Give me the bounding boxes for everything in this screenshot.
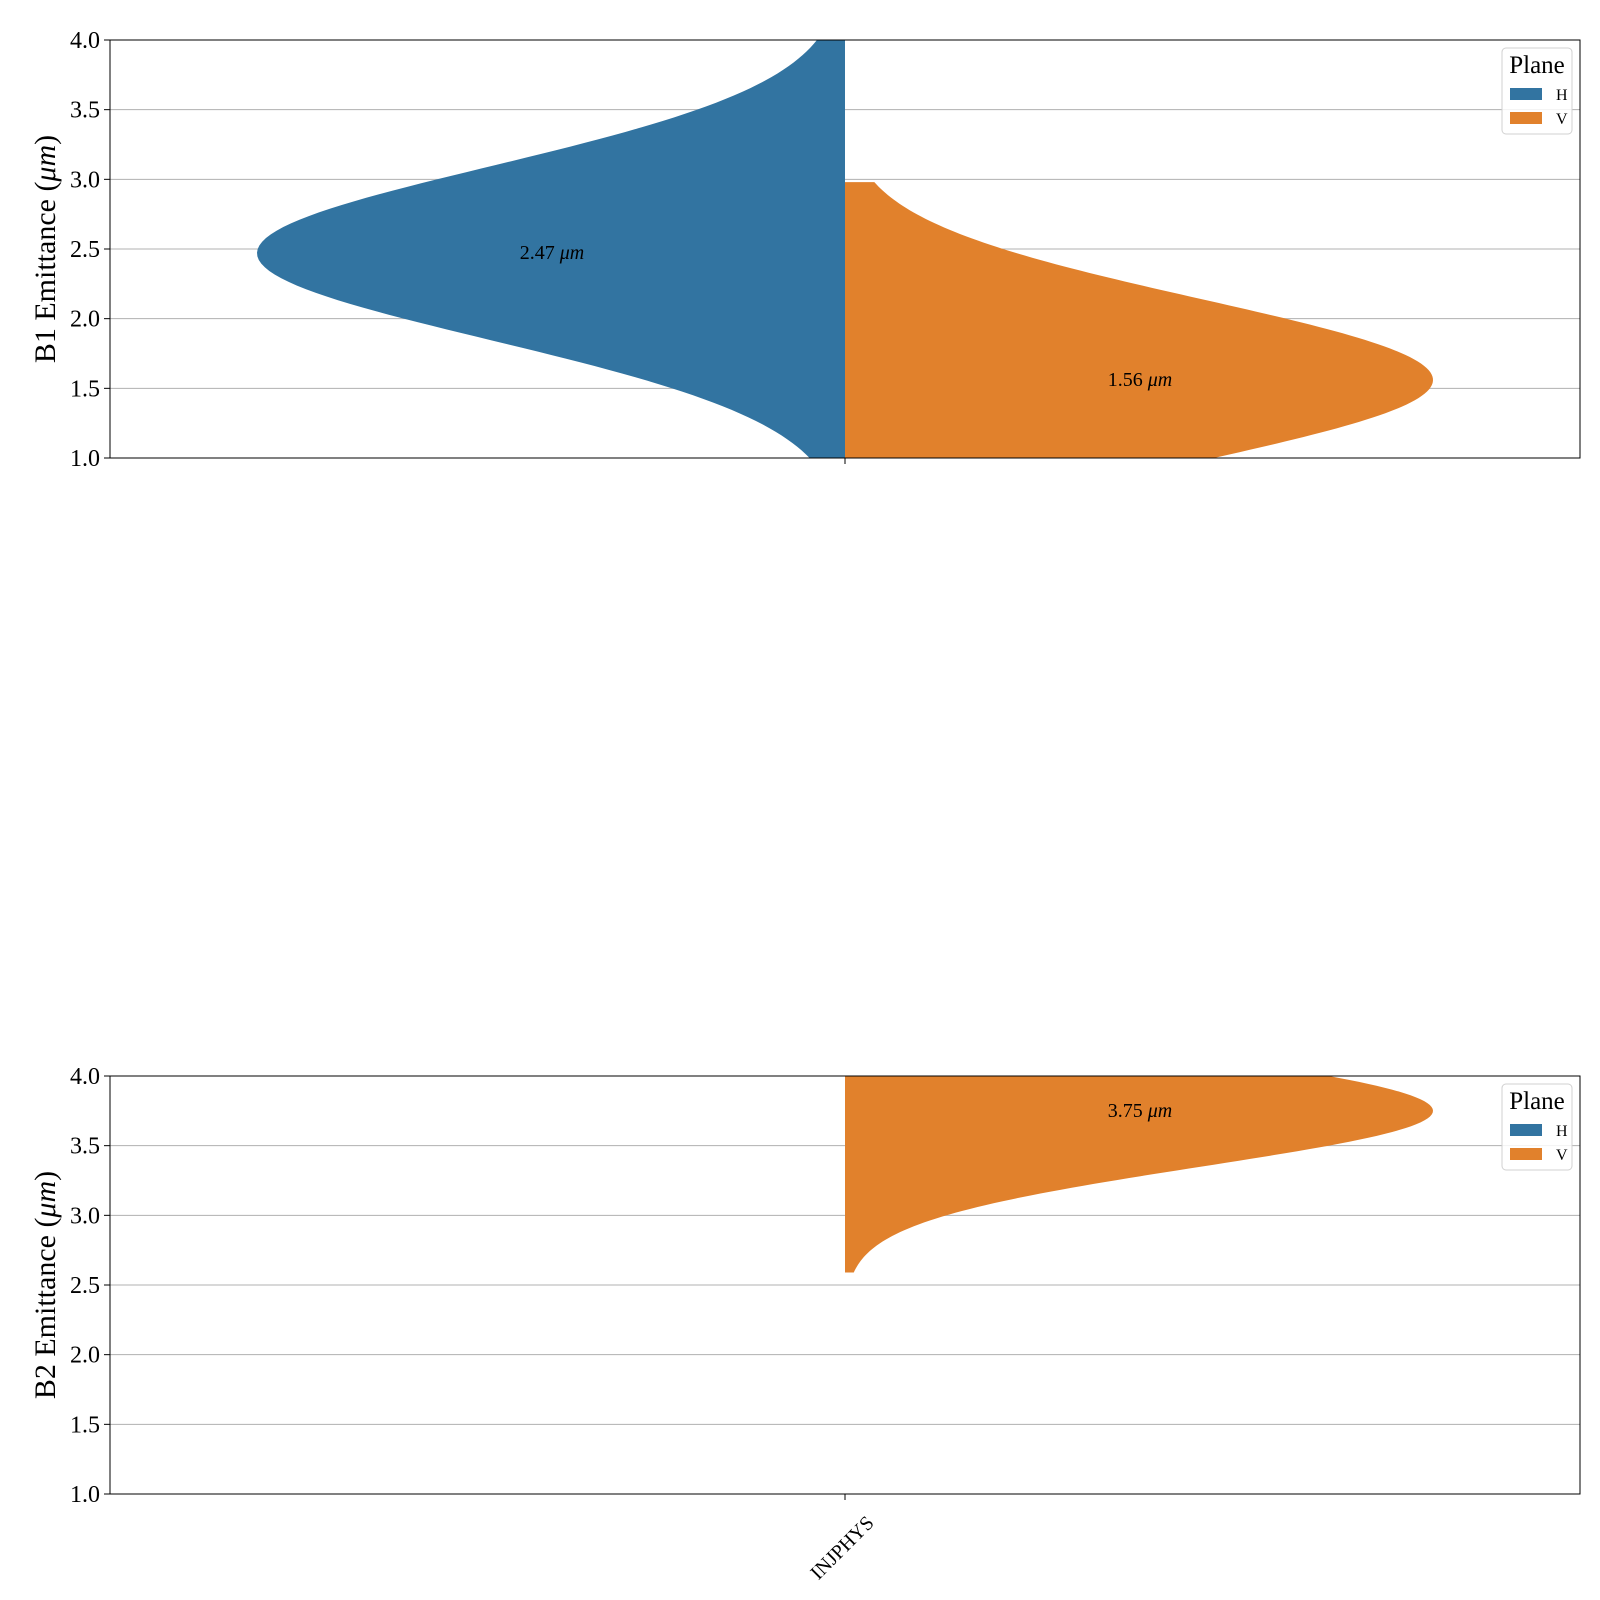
ytick-label: 1.0: [70, 1482, 100, 1508]
ytick-label: 3.5: [70, 1134, 100, 1160]
legend-label-h: H: [1556, 87, 1568, 104]
legend-label-h: H: [1556, 1123, 1568, 1140]
legend-title: Plane: [1509, 1088, 1565, 1115]
violin-h: [257, 40, 845, 458]
ytick-label: 1.5: [70, 376, 100, 402]
median-label: 2.47 μm: [520, 242, 584, 264]
ytick-label: 3.5: [70, 98, 100, 124]
ytick-label: 4.0: [70, 1064, 100, 1090]
ytick-label: 2.0: [70, 307, 100, 333]
legend-swatch-h: [1510, 88, 1542, 100]
ytick-label: 4.0: [70, 28, 100, 54]
ytick-label: 3.0: [70, 167, 100, 193]
panel-1: 1.0 1.5 2.0 2.5 3.0 3.5 4.0 B1 Emittance (μm) Pl…: [29, 28, 1581, 472]
xtick-label: INJPHYS: [806, 1512, 878, 1584]
legend-label-v: V: [1556, 111, 1568, 128]
violins: [257, 379, 1433, 1273]
ytick-label: 2.5: [70, 1273, 100, 1299]
y-axis-label: B2 Emittance (μm): [29, 1171, 62, 1399]
ytick-label: 1.5: [70, 1412, 100, 1438]
ytick-label: 2.5: [70, 237, 100, 263]
y-axis-label: B1 Emittance (μm): [29, 135, 62, 363]
violin-h: [257, 379, 845, 936]
ytick-label: 2.0: [70, 1343, 100, 1369]
panel-2: 1.0 1.5 2.0 2.5 3.0 3.5 4.0 INJPHYS B2 Emittance…: [29, 379, 1581, 1584]
legend-swatch-v: [1510, 112, 1542, 124]
median-label: 1.56 μm: [1108, 369, 1172, 391]
ytick-label: 3.0: [70, 1203, 100, 1229]
violin-v: [845, 1076, 1433, 1273]
legend-swatch-h: [1510, 1124, 1542, 1136]
legend-label-v: V: [1556, 1147, 1568, 1164]
legend-title: Plane: [1509, 52, 1565, 79]
legend: Plane HV: [1501, 47, 1573, 135]
legend-swatch-v: [1510, 1148, 1542, 1160]
ytick-label: 1.0: [70, 446, 100, 472]
median-label: 3.75 μm: [1108, 1100, 1172, 1122]
legend: Plane HV: [1501, 1083, 1573, 1171]
violin-v: [845, 182, 1433, 458]
violins: [257, 40, 1433, 458]
